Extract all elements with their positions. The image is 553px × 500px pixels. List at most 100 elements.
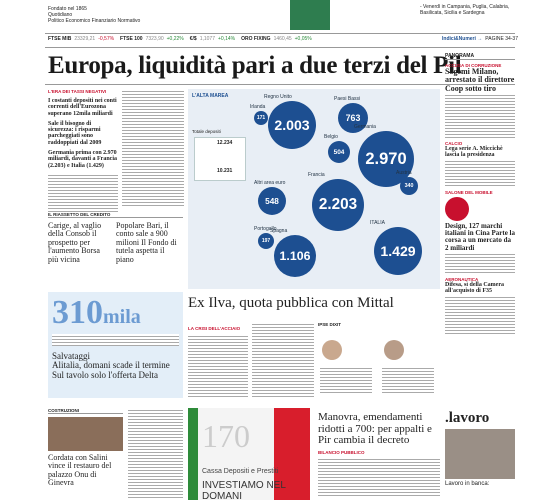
story-title: Lavoro in banca:	[445, 481, 490, 487]
story-title: Design, 127 marchi italiani in Cina Part…	[445, 221, 515, 252]
quote	[320, 366, 372, 394]
bubble: 504	[328, 141, 350, 163]
lavoro: .lavoro Lavoro in banca:	[445, 410, 515, 487]
kicker: L'ERA DEI TASSI NEGATIVI	[48, 89, 107, 94]
masthead-badge	[290, 0, 330, 30]
body-text	[252, 322, 314, 398]
ticker: FTSE MIB 23329,21 -0,57% FTSE 100 7323,90 +0,…	[48, 36, 518, 44]
figure-number: 310	[52, 294, 103, 331]
brand: .lavoro	[445, 410, 490, 426]
body-text	[318, 456, 440, 497]
bubble-label: Germania	[354, 124, 376, 130]
founded: Fondato nel 1865	[48, 6, 87, 12]
indici: Indici&Numeri → PAGINE 34-37	[442, 36, 518, 44]
lead-p1: I costanti depositi nei conti correnti d…	[48, 98, 117, 117]
ticker-change: -0,57%	[98, 36, 115, 42]
ticker-value: 23329,21	[74, 36, 96, 42]
ticker-item: ORO FIXING 1460,45 +0,05%	[241, 36, 312, 44]
figure-unit: mila	[103, 306, 141, 328]
bubble: 171	[254, 111, 268, 125]
headline: Europa, liquidità pari a due terzi del P…	[48, 52, 462, 79]
bubble-label: Paesi Bassi	[334, 96, 361, 102]
slogan: INVESTIAMO NEL DOMANI	[202, 480, 286, 500]
portrait	[322, 340, 342, 360]
logo	[445, 196, 469, 221]
bubble: 2.003	[268, 101, 316, 149]
body-text	[188, 334, 248, 398]
bubble-label: ITALIA	[370, 220, 385, 226]
ticker-value: 7323,90	[145, 36, 164, 42]
ticker-item: FTSE MIB 23329,21 -0,57%	[48, 36, 114, 44]
mini-chart: 12.234 10.231	[194, 137, 246, 181]
ticker-value: 1460,45	[273, 36, 292, 42]
ipse-dixit: IPSE DIXIT	[318, 322, 438, 398]
lead: L'ERA DEI TASSI NEGATIVI I costanti depo…	[48, 89, 118, 213]
kicker: BILANCIO PUBBLICO	[318, 449, 365, 455]
total-high: 12.234	[217, 140, 233, 146]
story-title: Sogemi Milano, arrestato il direttore Co…	[445, 67, 515, 93]
costruzioni: COSTRUZIONI Cordata con Salini vince il …	[48, 408, 123, 488]
masthead: Fondato nel 1865 Quotidiano Politico Eco…	[48, 6, 140, 24]
panorama-head: PANORAMA	[445, 53, 515, 60]
kicker: IL RIASSETTO DEL CREDITO	[48, 212, 183, 218]
ticker-change: +0,22%	[166, 36, 184, 42]
story-title: Popolare Bari, il conto sale a 900 milio…	[116, 221, 177, 264]
body-text	[445, 252, 515, 275]
ticker-item: FTSE 100 7323,90 +0,22%	[120, 36, 184, 44]
brand: Cassa Depositi e Prestiti	[202, 468, 279, 475]
bubble-label: Belgio	[324, 134, 338, 140]
lead-p2: Sale il bisogno di sicurezza: i risparmi…	[48, 120, 102, 146]
photo	[48, 417, 123, 451]
bubble: 2.970	[358, 131, 414, 187]
story-title: Alitalia, domani scade il termine Sul ta…	[52, 360, 170, 380]
body-text	[445, 158, 515, 187]
body-text	[122, 89, 184, 207]
indici-label: Indici&Numeri →	[442, 36, 483, 42]
story-title: Cordata con Salini vince il restauro del…	[48, 453, 112, 488]
total-label: Totale depositi	[192, 129, 221, 134]
kicker: IPSE DIXIT	[318, 322, 342, 327]
ad: 170 Cassa Depositi e Prestiti INVESTIAMO…	[188, 408, 310, 500]
kicker: AERONAUTICA	[445, 277, 479, 283]
story-title: Carige, al vaglio della Consob il prospe…	[48, 221, 102, 264]
portrait	[384, 340, 404, 360]
lead-p3: Germania prima con 2.970 miliardi, davan…	[48, 150, 117, 169]
kicker: SALONE DEL MOBILE	[445, 189, 493, 195]
kicker: ACCUSA DI CORRUZIONE	[445, 63, 502, 68]
alitalia: 310mila Salvataggi Alitalia, domani scade…	[48, 292, 183, 398]
ticker-name: ORO FIXING	[241, 36, 271, 42]
kicker: LA CRISI DELL'ACCIAIO	[188, 326, 241, 331]
bubble: 1.429	[374, 227, 422, 275]
ticker-change: +0,14%	[218, 36, 236, 42]
bubble-label: Irlanda	[250, 104, 266, 110]
edition: - Venerdì in Campania, Puglia, Calabria,…	[420, 4, 510, 16]
ticker-name: €/$	[189, 36, 197, 42]
bubble: 763	[338, 103, 368, 133]
years: 170	[202, 418, 250, 454]
story-title: Lega serie A. Miccichè lascia la preside…	[445, 146, 503, 159]
bubble: 1.106	[274, 235, 316, 277]
kicker: Salvataggi	[52, 351, 90, 361]
total-low: 10.231	[217, 168, 233, 174]
bubble-label: Austria	[396, 170, 412, 176]
quote	[382, 366, 434, 394]
ticker-name: FTSE MIB	[48, 36, 72, 42]
flag-green	[188, 408, 198, 500]
ticker-value: 1,1077	[199, 36, 215, 42]
story-title: Ex Ilva, quota pubblica con Mittal	[188, 295, 394, 311]
body-text	[128, 408, 183, 498]
alitalia-title: Salvataggi Alitalia, domani scade il term…	[52, 351, 179, 380]
indici-pages: PAGINE 34-37	[485, 36, 518, 42]
body-text	[52, 334, 179, 346]
body-text	[48, 172, 118, 213]
info-title: L'ALTA MAREA	[192, 93, 229, 99]
photo	[445, 429, 515, 479]
infographic: L'ALTA MAREA Totale depositi 12.234 10.2…	[188, 89, 440, 289]
bubble-label: Francia	[308, 172, 325, 178]
flag-red	[274, 408, 310, 500]
ticker-item: €/$ 1,1077 +0,14%	[190, 36, 235, 44]
subtitle: Politico Economico Finanziario Normativo	[48, 18, 141, 24]
bubble: 548	[258, 187, 286, 215]
story-title: Manovra, emendamenti ridotti a 700: per …	[318, 411, 432, 447]
